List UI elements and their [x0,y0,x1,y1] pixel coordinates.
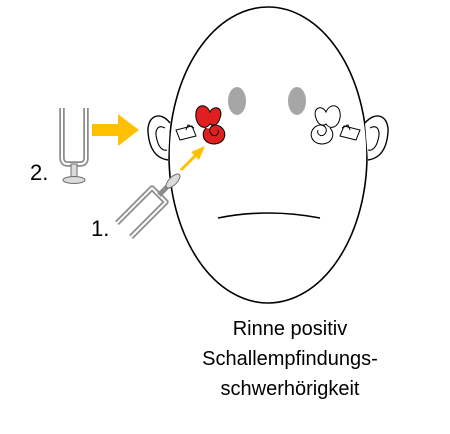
left-eye [228,87,246,115]
bone-conduction-arrow [179,146,205,172]
caption-line-3: schwerhörigkeit [220,378,360,400]
label-step-2: 2. [30,160,49,185]
right-outer-ear [364,115,389,161]
caption-line-2: Schallempfindungs- [202,348,378,370]
right-inner-ear [310,105,361,145]
left-outer-ear [147,115,171,161]
tuning-fork-2 [59,108,89,184]
mouth [217,212,321,219]
left-inner-ear-affected [175,105,226,145]
caption: Rinne positiv Schallempfindungs- schwerh… [170,314,410,404]
tuning-fork-1 [115,173,181,239]
head-outline [168,6,368,304]
label-step-1: 1. [91,216,110,241]
air-conduction-arrow [92,114,139,146]
caption-line-1: Rinne positiv [232,318,348,340]
right-eye [288,87,306,115]
